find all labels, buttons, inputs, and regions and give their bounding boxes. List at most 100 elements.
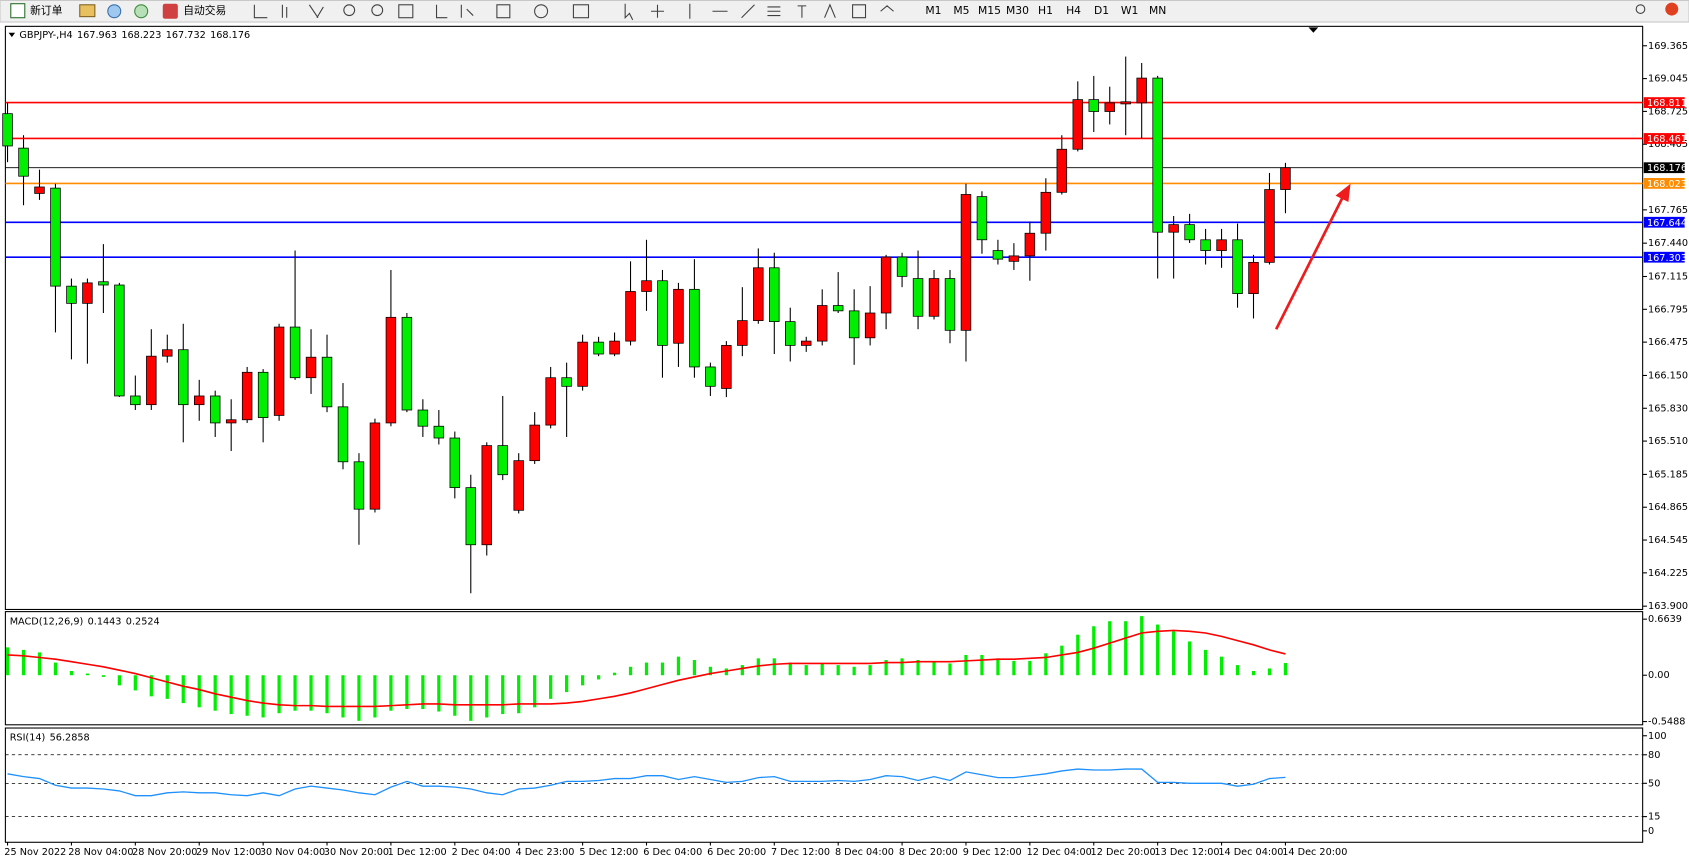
candle-body [497, 445, 508, 476]
candle-body [337, 406, 349, 463]
macd-bar [820, 663, 824, 676]
candle-body [1056, 148, 1068, 193]
macd-bar [405, 675, 409, 710]
y-tick-label: 169.365 [1648, 41, 1688, 52]
macd-bar [85, 673, 90, 676]
timeframe-button[interactable]: H1 [1038, 4, 1053, 17]
candle-body [1280, 167, 1291, 190]
macd-bar [437, 675, 441, 712]
candle-body [401, 316, 413, 411]
timeframe-button[interactable]: H4 [1066, 4, 1081, 17]
auto-trading-button[interactable]: 自动交易 [183, 4, 226, 17]
rsi-line [7, 768, 1286, 797]
candle-body [1152, 77, 1163, 233]
candle-body [433, 425, 445, 439]
macd-bar [772, 658, 776, 676]
macd-header: MACD(12,26,9) 0.1443 0.2524 [10, 616, 160, 627]
shift-marker [1308, 27, 1319, 33]
timeframe-button[interactable]: W1 [1121, 4, 1139, 17]
candle-body [896, 256, 908, 277]
notification-icon[interactable] [1665, 2, 1679, 16]
macd-bar [612, 672, 617, 676]
macd-bar [868, 665, 872, 676]
candle-body [657, 280, 668, 346]
candle-body [928, 278, 940, 317]
x-tick-label: 28 Nov 04:00 [68, 847, 133, 858]
candle-body [1216, 239, 1227, 251]
macd-bar [533, 675, 537, 708]
macd-bar [1283, 663, 1288, 676]
y-tick-label: 165.830 [1648, 403, 1688, 414]
signal-value: 0.2524 [126, 616, 160, 627]
candle-body [481, 445, 492, 546]
y-tick-label: 0.6639 [1648, 614, 1682, 625]
macd-bar [596, 675, 601, 680]
macd-bar [724, 668, 728, 676]
candle-body [1024, 232, 1036, 257]
y-tick-label: 0.00 [1648, 670, 1670, 681]
macd-bar [501, 675, 505, 715]
plot-layer: 169.365 169.045 168.725 168.405 167.765 167.4… [2, 41, 1688, 858]
candle-body [1248, 261, 1259, 295]
candle-body [209, 395, 221, 424]
header-low: 167.732 [166, 30, 206, 41]
candle-body [194, 395, 205, 406]
x-tick-label: 25 Nov 2022 [4, 847, 66, 858]
candle-body [577, 341, 588, 387]
x-tick-label: 4 Dec 23:00 [515, 847, 574, 858]
price-label-bg [1643, 133, 1685, 144]
candle-body [465, 487, 477, 546]
timeframe-button[interactable]: M1 [925, 4, 941, 17]
toolbar-icons [253, 3, 894, 21]
x-tick-label: 30 Nov 20:00 [324, 847, 389, 858]
candle-body [146, 355, 157, 406]
price-label-bg [1643, 251, 1685, 263]
candle-body [545, 377, 556, 426]
y-tick-label: 167.440 [1648, 238, 1688, 249]
timeframe-button[interactable]: D1 [1094, 4, 1109, 17]
timeframe-button[interactable]: M30 [1006, 4, 1029, 17]
candle-body [705, 366, 716, 387]
y-tick-label: 80 [1648, 750, 1660, 761]
candle-body [880, 256, 892, 314]
x-tick-label: 12 Dec 04:00 [1027, 847, 1092, 858]
macd-bar [804, 665, 808, 676]
candle-body [689, 288, 700, 368]
macd-bar [309, 675, 313, 711]
macd-bar [756, 658, 760, 676]
macd-bar [245, 675, 249, 716]
macd-bar [325, 675, 329, 714]
macd-bar [1172, 631, 1176, 676]
icon [435, 4, 474, 19]
new-order-button[interactable]: 新订单 [30, 4, 63, 17]
macd-bar [996, 658, 1000, 676]
candle-body [130, 395, 141, 406]
search-icon [1635, 4, 1646, 14]
macd-bar [580, 675, 585, 686]
candle-body [912, 278, 924, 317]
candle-body [625, 291, 636, 342]
annotation-arrow [1274, 183, 1351, 330]
header-close: 168.176 [210, 30, 250, 41]
macd-bar [565, 675, 569, 693]
macd-bar [916, 660, 920, 676]
y-tick-label: 15 [1648, 812, 1660, 823]
candle-body [369, 422, 381, 510]
macd-bar [229, 675, 233, 715]
timeframe-bar: M1 M5 M15 M30 H1 H4 D1 W1 MN [925, 4, 1166, 17]
timeframe-button[interactable]: M15 [978, 4, 1001, 17]
macd-bar [628, 666, 633, 676]
macd-bar [21, 649, 26, 676]
macd-value: 0.1443 [88, 616, 122, 627]
macd-bar [149, 675, 153, 697]
candle-body [82, 282, 93, 304]
y-tick-label: 165.510 [1648, 436, 1688, 447]
timeframe-button[interactable]: MN [1149, 4, 1166, 17]
x-tick-label: 6 Dec 04:00 [643, 847, 702, 858]
timeframe-button[interactable]: M5 [953, 4, 969, 17]
price-label-bg [1643, 216, 1685, 228]
candle-body [992, 250, 1004, 260]
macd-bar [517, 675, 521, 714]
